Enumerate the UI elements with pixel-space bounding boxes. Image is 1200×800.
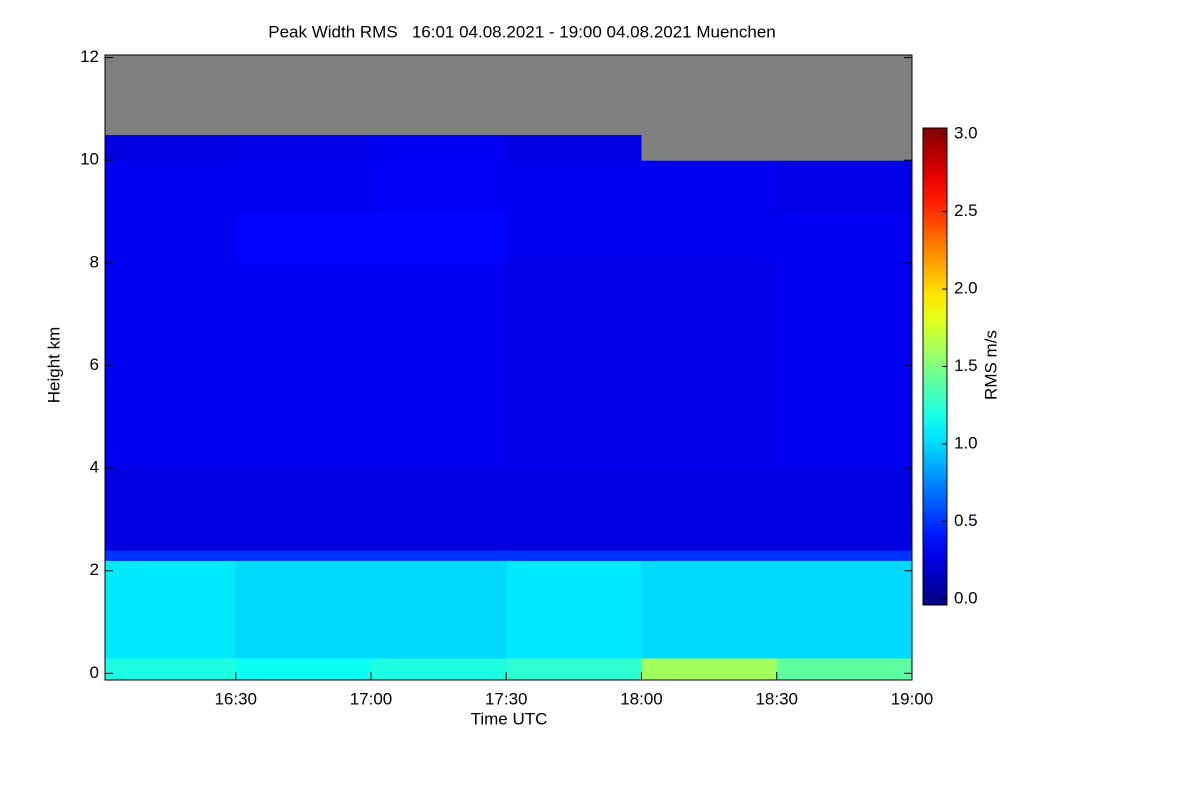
heatmap-cell xyxy=(776,211,913,264)
heatmap-cell xyxy=(506,550,642,561)
colorbar-tick-label: 1.5 xyxy=(954,356,978,375)
y-tick-label: 8 xyxy=(90,252,99,271)
heatmap-cell xyxy=(776,262,913,469)
heatmap-cell xyxy=(105,560,237,659)
heatmap-cell xyxy=(641,211,778,264)
heatmap-cell xyxy=(370,560,507,659)
heatmap-cell xyxy=(641,160,778,213)
heatmap-cell xyxy=(235,262,372,469)
heatmap-cell xyxy=(105,657,237,681)
heatmap-cell xyxy=(105,160,237,213)
heatmap-cell xyxy=(235,657,372,681)
heatmap-cell xyxy=(235,134,372,161)
heatmap-cell xyxy=(235,55,372,136)
heatmap-cell xyxy=(370,55,507,136)
colorbar-tick-label: 0.5 xyxy=(954,511,978,530)
heatmap-cell xyxy=(506,55,642,136)
heatmap-cell xyxy=(235,550,372,561)
heatmap-cell xyxy=(506,560,642,659)
heatmap-cell xyxy=(641,560,778,659)
colorbar-tick-label: 2.0 xyxy=(954,279,978,298)
heatmap-cell xyxy=(370,657,507,681)
heatmap-cell xyxy=(105,468,237,551)
heatmap-cell xyxy=(370,262,507,469)
heatmap-cell xyxy=(370,468,507,551)
heatmap-cell xyxy=(235,560,372,659)
heatmap-cell xyxy=(776,468,913,551)
x-tick-label: 18:30 xyxy=(755,689,798,708)
heatmap-cell xyxy=(506,468,642,551)
y-tick-label: 4 xyxy=(90,458,99,477)
colorbar-label: RMS m/s xyxy=(981,330,1000,400)
heatmap-cell xyxy=(370,160,507,213)
x-tick-label: 18:00 xyxy=(620,689,663,708)
x-tick-label: 17:00 xyxy=(350,689,393,708)
heatmap-cell xyxy=(506,211,642,264)
chart-title: Peak Width RMS 16:01 04.08.2021 - 19:00 … xyxy=(268,22,776,41)
heatmap-cell xyxy=(105,134,237,161)
heatmap-cell xyxy=(506,134,642,161)
heatmap-cell xyxy=(641,657,778,681)
plot-frame xyxy=(104,54,913,681)
y-tick-label: 2 xyxy=(90,560,99,579)
y-tick-label: 10 xyxy=(80,150,99,169)
heatmap-cell xyxy=(776,657,913,681)
heatmap-cell xyxy=(370,550,507,561)
colorbar-tick-label: 1.0 xyxy=(954,433,978,452)
heatmap-cell xyxy=(776,560,913,659)
heatmap-cell xyxy=(641,550,778,561)
x-tick-label: 17:30 xyxy=(485,689,528,708)
heatmap-cell xyxy=(105,262,237,469)
heatmap-cell xyxy=(105,550,237,561)
colorbar-tick-label: 0.0 xyxy=(954,588,978,607)
heatmap-cell xyxy=(370,211,507,264)
heatmap-cell xyxy=(641,262,778,469)
heatmap-cell xyxy=(776,550,913,561)
x-tick-label: 19:00 xyxy=(891,689,934,708)
heatmap-cell xyxy=(641,134,778,161)
heatmap-cell xyxy=(776,55,913,136)
y-tick-label: 12 xyxy=(80,47,99,66)
heatmap-cell xyxy=(105,211,237,264)
heatmap-cell xyxy=(105,55,237,136)
heatmap-cell xyxy=(641,55,778,136)
heatmap-cell xyxy=(776,160,913,213)
colorbar-tick-label: 2.5 xyxy=(954,201,978,220)
heatmap-cell xyxy=(506,160,642,213)
heatmap-cell xyxy=(506,657,642,681)
x-tick-label: 16:30 xyxy=(214,689,257,708)
heatmap-cell xyxy=(235,160,372,213)
heatmap-cell xyxy=(506,262,642,469)
heatmap-cell xyxy=(235,211,372,264)
colorbar-tick-label: 3.0 xyxy=(954,124,978,143)
y-tick-label: 0 xyxy=(90,663,99,682)
heatmap-cell xyxy=(235,468,372,551)
y-axis-label: Height km xyxy=(44,327,63,404)
x-axis-label: Time UTC xyxy=(471,709,548,728)
heatmap-cell xyxy=(370,134,507,161)
y-tick-label: 6 xyxy=(90,355,99,374)
heatmap-cell xyxy=(776,134,913,161)
heatmap-cell xyxy=(641,468,778,551)
